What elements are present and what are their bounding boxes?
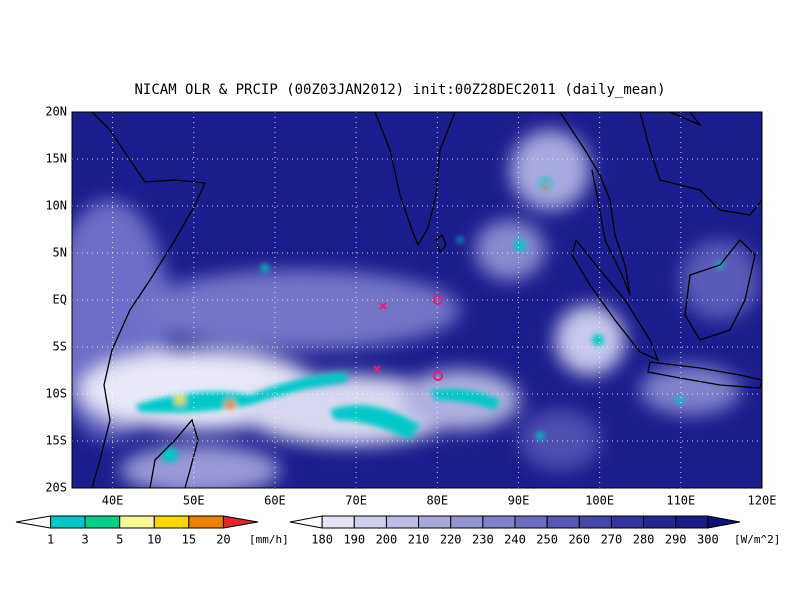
title: NICAM OLR & PRCIP (00Z03JAN2012) init:00… [134,82,665,98]
lat-label: EQ [53,293,67,307]
lon-label: 60E [264,494,286,508]
colorbar-label: 280 [633,533,655,547]
colorbar-box [610,515,645,529]
colorbar-box [385,515,420,529]
colorbar-box [675,515,709,529]
lon-label: 50E [183,494,205,508]
colorbar-label: 190 [343,533,365,547]
lon-label: 100E [585,494,614,508]
grid [72,112,762,488]
colorbar-label: 15 [182,533,196,547]
colorbar-label: 10 [147,533,161,547]
colorbar-box [643,515,677,529]
colorbar-triangle [707,515,741,529]
colorbars: 1 3 5 10 15 20 [mm/h] 180 190 200 210 220 230 240 250 2… [15,515,780,547]
colorbar-box [353,515,387,529]
colorbar-label: 220 [440,533,462,547]
colorbar-triangle [15,515,52,529]
lat-label: 15N [45,152,67,166]
lat-label: 5N [53,246,67,260]
colorbar-unit: [W/m^2] [734,533,780,546]
lon-label: 90E [508,494,530,508]
colorbar-box [546,515,580,529]
colorbar-box [514,515,548,529]
coastlines [91,112,762,488]
marker-o [433,295,443,305]
marker-x [379,302,387,310]
lat-label: 20S [45,481,67,495]
lat-label: 20N [45,105,67,119]
colorbar-box [50,515,86,529]
colorbar-unit: [mm/h] [249,533,289,546]
lon-label: 110E [666,494,695,508]
lat-label: 10S [45,387,67,401]
colorbar-triangle [289,515,323,529]
lon-label: 70E [345,494,367,508]
colorbar-label: 240 [504,533,526,547]
lat-label: 5S [53,340,67,354]
colorbar-box [188,515,224,529]
colorbar-label: 200 [376,533,398,547]
colorbar-label: 20 [216,533,230,547]
colorbar-label: 180 [311,533,333,547]
colorbar-label: 270 [601,533,623,547]
colorbar-box [84,515,121,529]
colorbar-label: 5 [116,533,123,547]
map-frame [71,111,763,489]
colorbar-label: 1 [47,533,54,547]
lat-label: 15S [45,434,67,448]
colorbar-box [153,515,190,529]
lon-label: 120E [748,494,777,508]
precipitation [135,178,724,463]
colorbar-label: 300 [697,533,719,547]
map [72,112,762,488]
colorbar-label: 260 [568,533,590,547]
colorbar-box [482,515,516,529]
colorbar-label: 210 [408,533,430,547]
colorbar-box [418,515,452,529]
colorbar-label: 290 [665,533,687,547]
colorbar-triangle [222,515,259,529]
colorbar-label: 3 [82,533,89,547]
colorbar-box [578,515,612,529]
lon-label: 80E [426,494,448,508]
colorbar-box [119,515,155,529]
colorbar-label: 250 [536,533,558,547]
colorbar-label: 230 [472,533,494,547]
marker-x [373,365,381,373]
cloud-field [72,130,760,488]
colorbar-box [450,515,484,529]
lat-label: 10N [45,199,67,213]
axis-labels: 20N 15N 10N 5N EQ 5S 10S 15S 20S 40E 50E 60E 70E 80E 9… [45,105,776,508]
marker-o [433,371,443,381]
colorbar-box [321,515,355,529]
markers [373,295,443,381]
lon-label: 40E [102,494,124,508]
